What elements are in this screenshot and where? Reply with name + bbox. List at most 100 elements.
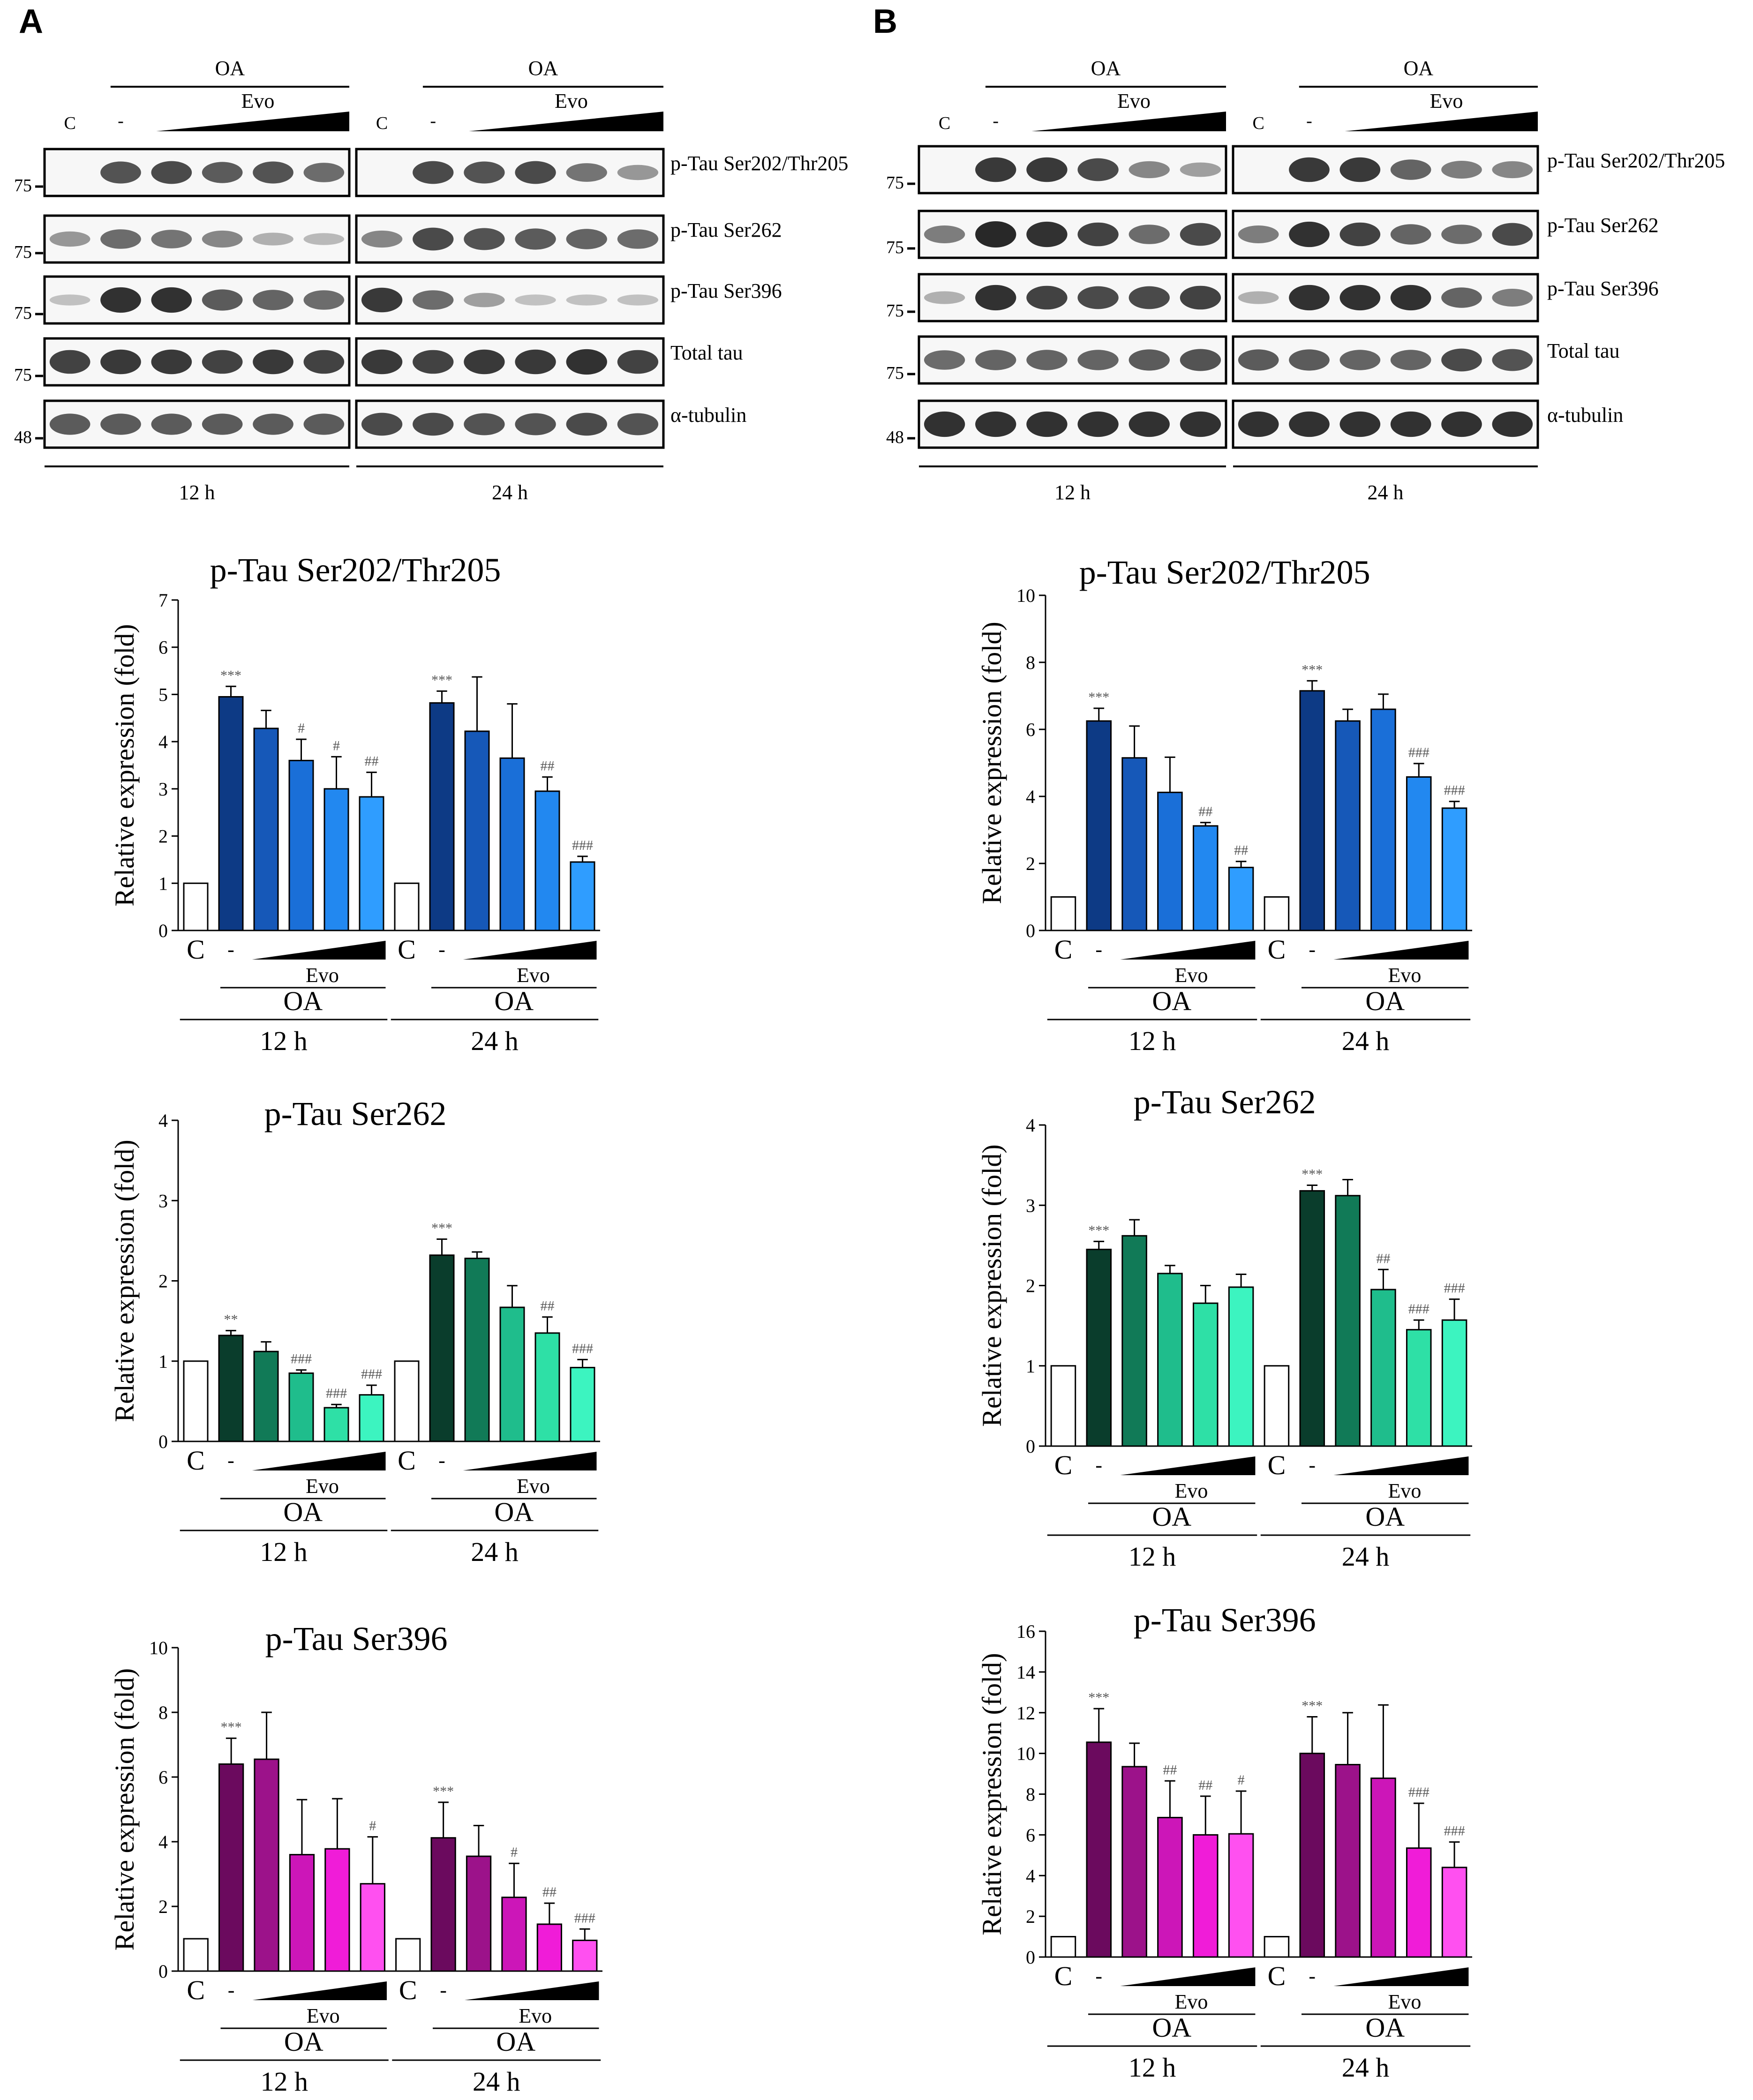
- bar: [183, 1360, 209, 1442]
- blot-band: [464, 413, 505, 435]
- significance-label: ###: [326, 1386, 347, 1401]
- blot-band: [100, 161, 141, 184]
- blot-band: [1026, 157, 1068, 182]
- time-label: 24 h: [1342, 2052, 1390, 2083]
- blot-band: [1492, 349, 1533, 371]
- blot-band: [361, 287, 403, 313]
- bar: [464, 730, 490, 931]
- y-tick-label: 4: [158, 1110, 168, 1131]
- blot-band: [1441, 225, 1482, 244]
- control-label: C: [398, 934, 416, 965]
- chart-title: p-Tau Ser202/Thr205: [1079, 554, 1370, 591]
- minus-label: -: [228, 1979, 235, 2002]
- control-label: C: [1268, 934, 1286, 965]
- y-tick-label: 6: [158, 637, 168, 658]
- bar: [395, 1938, 421, 1972]
- blot-panel-b: OA Evo C - 12 h OA Evo C - 24 h p-Tau Ser202/Thr20…: [886, 57, 1725, 504]
- mw-marker: 75: [886, 173, 904, 193]
- blot-band: [1026, 285, 1068, 310]
- blot-band: [413, 350, 454, 374]
- bar: [1441, 807, 1467, 931]
- time-label: 24 h: [1342, 1541, 1390, 1572]
- blot-band: [303, 290, 345, 310]
- bar: [1192, 825, 1219, 931]
- evo-dose-wedge: [1120, 941, 1256, 960]
- control-label: C: [399, 1975, 417, 2005]
- time-label: 12 h: [261, 2066, 308, 2097]
- y-tick-label: 4: [1026, 786, 1035, 807]
- blot-band: [1339, 157, 1381, 182]
- y-tick-label: 1: [158, 873, 168, 894]
- y-tick-label: 2: [158, 1896, 168, 1917]
- bar: [1121, 1235, 1147, 1447]
- significance-label: ###: [361, 1366, 382, 1382]
- minus-label: -: [1306, 111, 1312, 131]
- blot-row-label: p-Tau Ser202/Thr205: [1547, 149, 1725, 172]
- blot-membrane: [1232, 399, 1539, 449]
- blot-band: [253, 349, 293, 375]
- oa-label: OA: [1365, 2012, 1405, 2043]
- minus-label: -: [1309, 1454, 1316, 1477]
- bar: [1228, 1833, 1254, 1958]
- significance-label: ##: [365, 754, 379, 769]
- significance-label: ***: [1088, 690, 1109, 705]
- bar: [254, 1758, 279, 1972]
- bar: [1299, 1753, 1325, 1958]
- blot-band: [151, 287, 192, 313]
- blot-membrane: [355, 399, 665, 449]
- blot-row-label: p-Tau Ser262: [1547, 214, 1659, 237]
- evo-dose-wedge: [252, 1452, 386, 1470]
- blot-band: [1129, 349, 1170, 371]
- oa-label: OA: [494, 986, 534, 1016]
- significance-label: ***: [1302, 662, 1323, 677]
- y-tick-label: 3: [1026, 1195, 1035, 1216]
- bar: [1050, 1936, 1076, 1958]
- blot-band: [975, 411, 1016, 437]
- blot-band: [151, 349, 192, 375]
- blot-band: [1441, 411, 1482, 437]
- blot-band: [202, 413, 243, 435]
- blot-membrane: [355, 275, 665, 325]
- bar: [1370, 708, 1396, 931]
- bar: [499, 1306, 525, 1442]
- minus-label: -: [227, 938, 234, 961]
- bar: [324, 788, 349, 931]
- time-label: 24 h: [1368, 481, 1404, 504]
- significance-label: #: [298, 720, 305, 736]
- time-label: 12 h: [260, 1026, 308, 1056]
- bar: [218, 1763, 244, 1972]
- oa-label: OA: [528, 57, 558, 80]
- time-label: 12 h: [1129, 2052, 1176, 2083]
- significance-label: ##: [541, 1298, 555, 1314]
- oa-label: OA: [1365, 1501, 1405, 1532]
- blot-band: [413, 161, 454, 184]
- oa-label: OA: [496, 2026, 535, 2057]
- bar: [394, 1360, 420, 1442]
- bar: [288, 759, 314, 931]
- bar: [570, 861, 595, 931]
- blot-band: [361, 349, 403, 375]
- blot-row-label: p-Tau Ser396: [1547, 277, 1659, 300]
- significance-label: #: [1238, 1772, 1245, 1788]
- blot-band: [1129, 411, 1170, 437]
- blot-membrane: [43, 399, 351, 449]
- y-tick-label: 7: [158, 590, 168, 611]
- western-blots: OA Evo C - 12 h OA Evo C - 24 h p-Tau Ser202/Thr20…: [14, 57, 1725, 504]
- y-tick-label: 2: [158, 1271, 168, 1292]
- y-tick-label: 0: [1026, 1947, 1035, 1968]
- y-tick-label: 2: [1026, 1906, 1035, 1927]
- significance-label: ##: [1198, 1778, 1212, 1793]
- blot-band: [202, 162, 243, 183]
- significance-label: ##: [541, 758, 555, 774]
- significance-label: ***: [1302, 1698, 1323, 1713]
- bar: [1086, 1741, 1112, 1958]
- blot-band: [253, 413, 293, 435]
- control-label: C: [1054, 934, 1073, 965]
- y-tick-label: 5: [158, 684, 168, 705]
- bar: [1335, 720, 1361, 931]
- blot-band: [1441, 287, 1482, 308]
- chart-title: p-Tau Ser396: [265, 1620, 448, 1658]
- significance-label: ***: [1088, 1222, 1109, 1238]
- significance-label: ##: [1198, 804, 1212, 819]
- blot-band: [253, 290, 293, 310]
